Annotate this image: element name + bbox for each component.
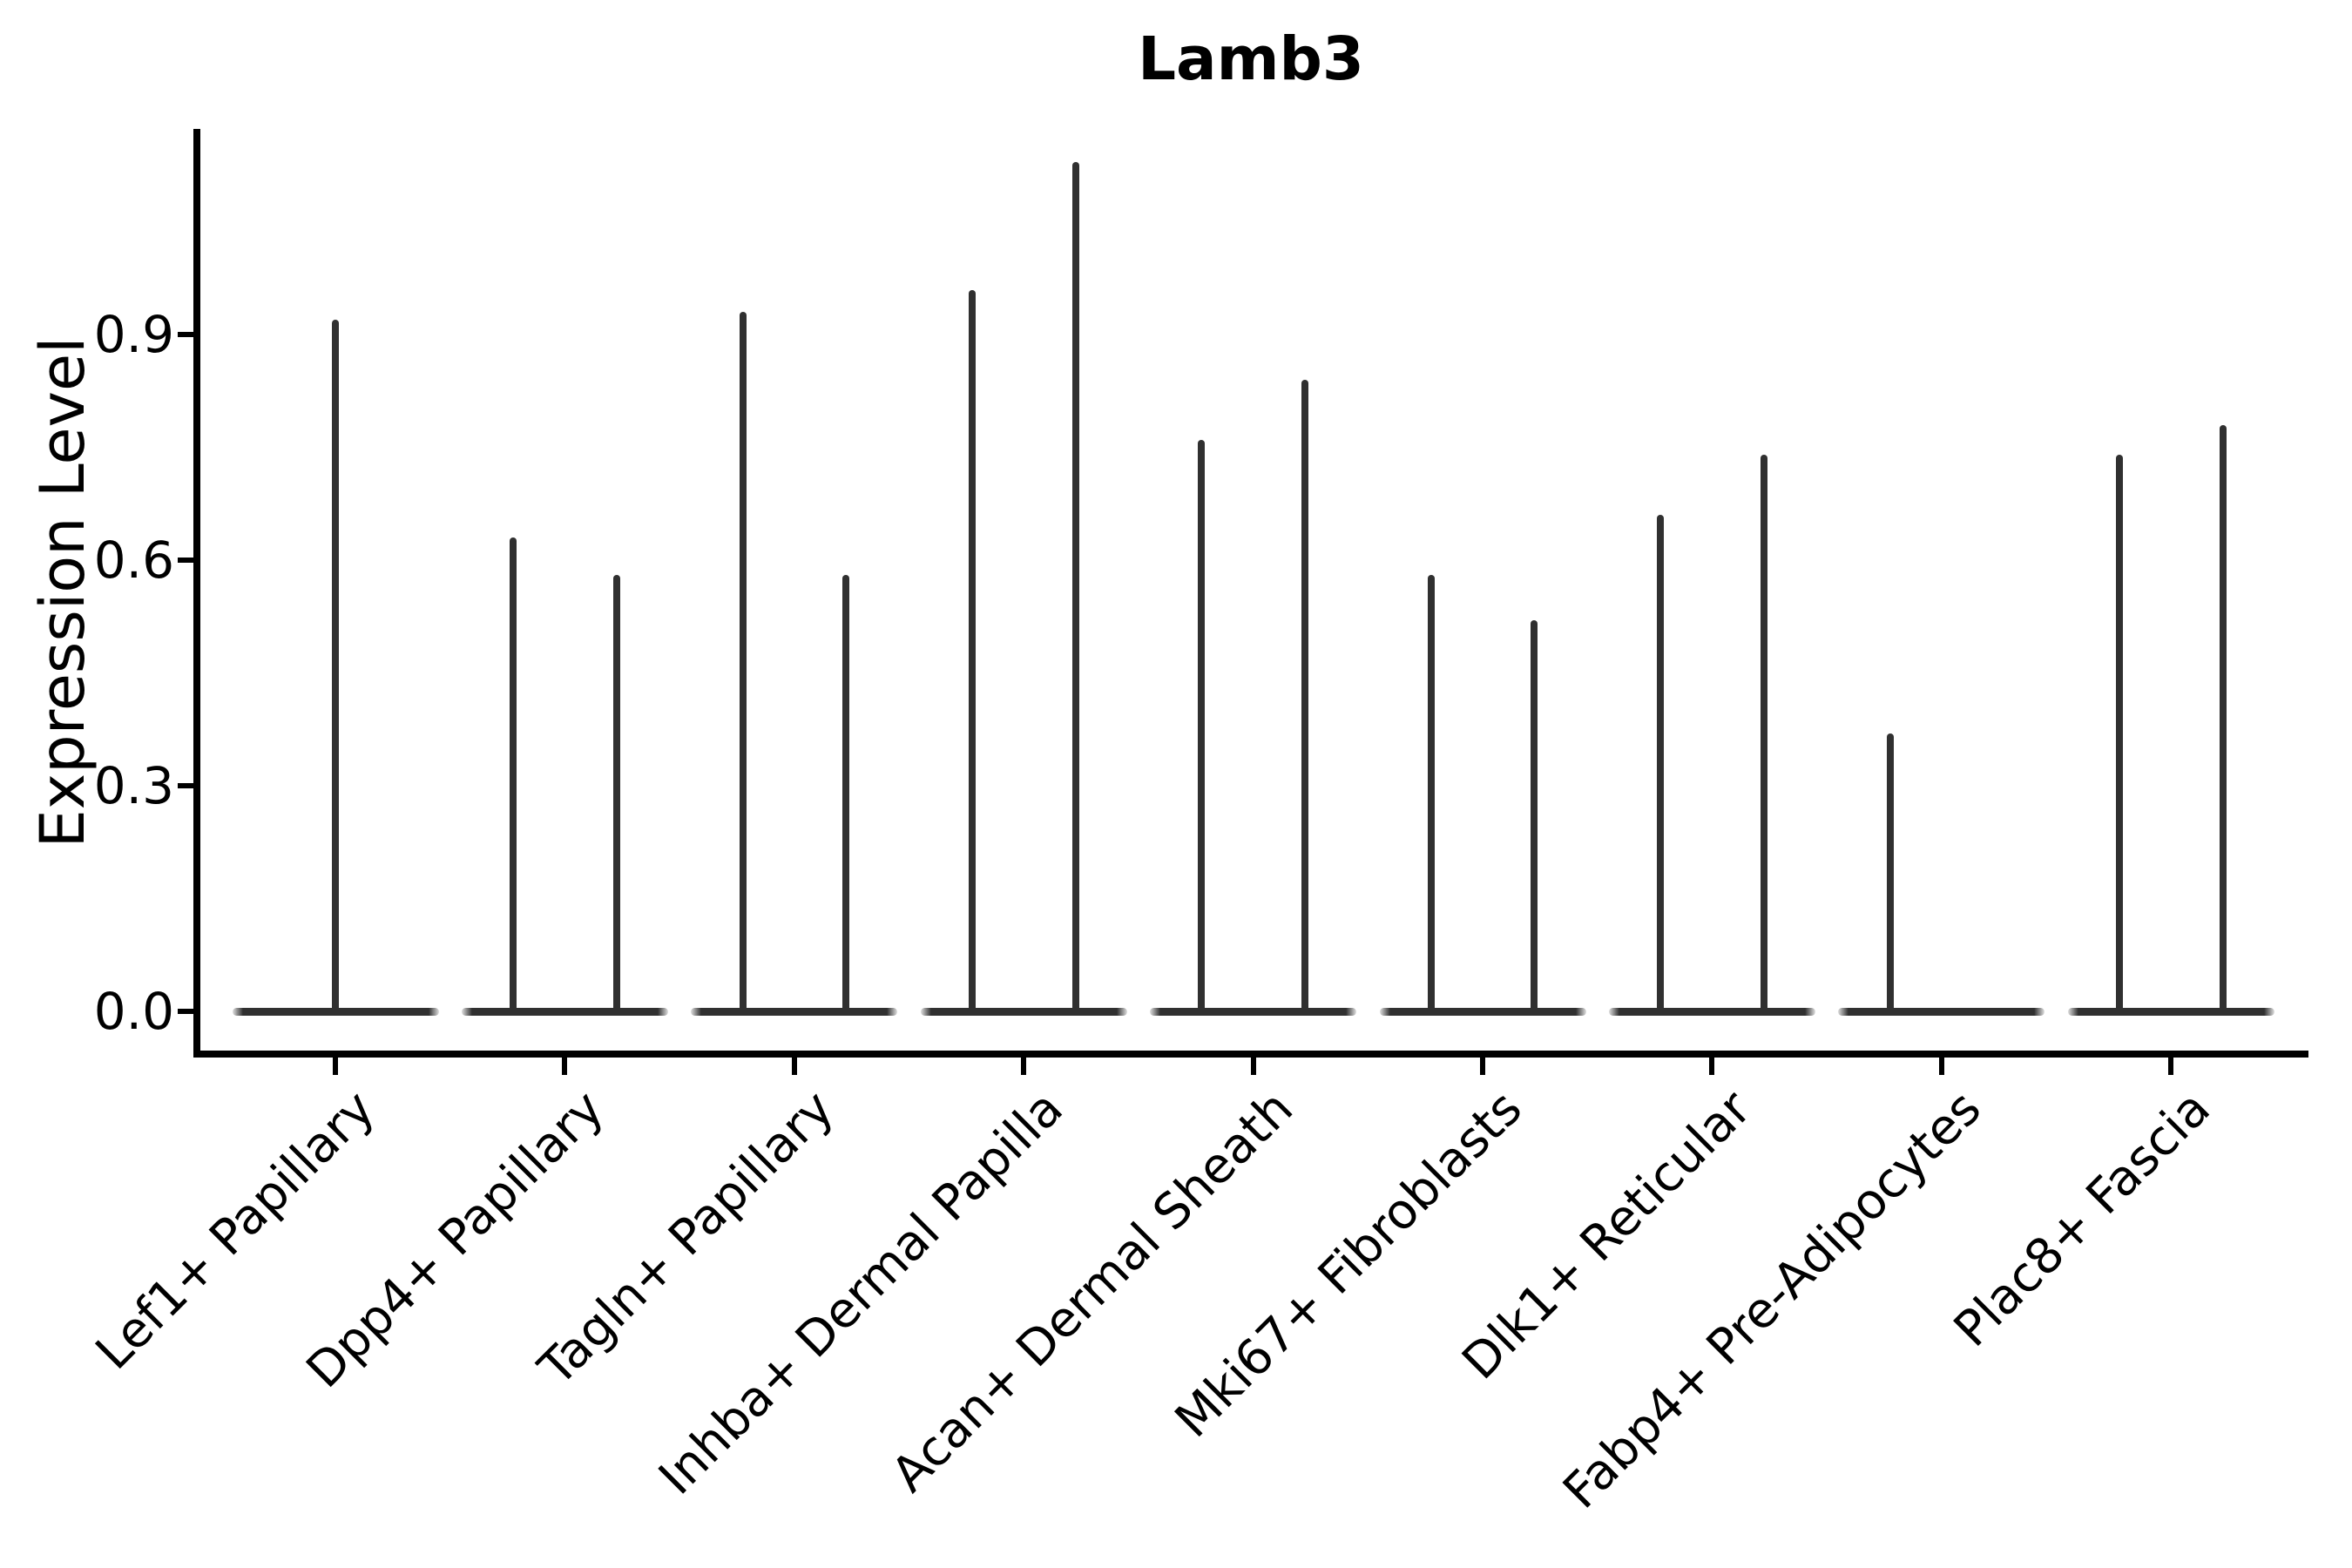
- violin-needle: [1760, 455, 1767, 1016]
- y-tick-label: 0.9: [93, 305, 174, 365]
- violin-base: [1608, 1007, 1815, 1016]
- violin-base: [461, 1007, 668, 1016]
- x-tick-mark: [1021, 1058, 1027, 1075]
- violin-base: [691, 1007, 898, 1016]
- chart-title: Lamb3: [1138, 24, 1364, 94]
- x-tick-mark: [1938, 1058, 1944, 1075]
- violin-base: [1838, 1007, 2045, 1016]
- x-tick-mark: [1480, 1058, 1485, 1075]
- violin-needle: [968, 289, 976, 1016]
- y-axis-title: Expression Level: [27, 336, 98, 848]
- y-tick-label: 0.3: [93, 756, 174, 816]
- y-tick-label: 0.0: [93, 982, 174, 1041]
- y-tick-mark: [178, 1009, 193, 1014]
- violin-base: [920, 1007, 1127, 1016]
- violin-needle: [842, 575, 850, 1016]
- x-tick-mark: [791, 1058, 797, 1075]
- x-tick-mark: [333, 1058, 338, 1075]
- x-tick-mark: [1250, 1058, 1256, 1075]
- violin-base: [1379, 1007, 1586, 1016]
- violin-needle: [1198, 440, 1206, 1016]
- x-tick-mark: [2168, 1058, 2174, 1075]
- violin-needle: [1531, 620, 1538, 1016]
- x-tick-mark: [1709, 1058, 1715, 1075]
- violin-needle: [739, 312, 747, 1016]
- y-axis-spine: [193, 129, 200, 1058]
- violin-needle: [612, 575, 620, 1016]
- y-tick-mark: [178, 332, 193, 338]
- violin-needle: [2115, 455, 2123, 1016]
- y-tick-mark: [178, 783, 193, 789]
- violin-needle: [332, 320, 339, 1016]
- violin-base: [1150, 1007, 1357, 1016]
- violin-needle: [1427, 575, 1435, 1016]
- x-axis-spine: [193, 1051, 2308, 1058]
- violin-needle: [2219, 424, 2227, 1016]
- violin-needle: [1301, 380, 1308, 1016]
- violin-needle: [1886, 733, 1894, 1016]
- x-tick-mark: [562, 1058, 568, 1075]
- violin-base: [2067, 1007, 2274, 1016]
- violin-needle: [1071, 161, 1079, 1016]
- y-tick-mark: [178, 558, 193, 564]
- violin-needle: [1657, 515, 1665, 1016]
- violin-needle: [510, 537, 517, 1016]
- y-tick-label: 0.6: [93, 531, 174, 591]
